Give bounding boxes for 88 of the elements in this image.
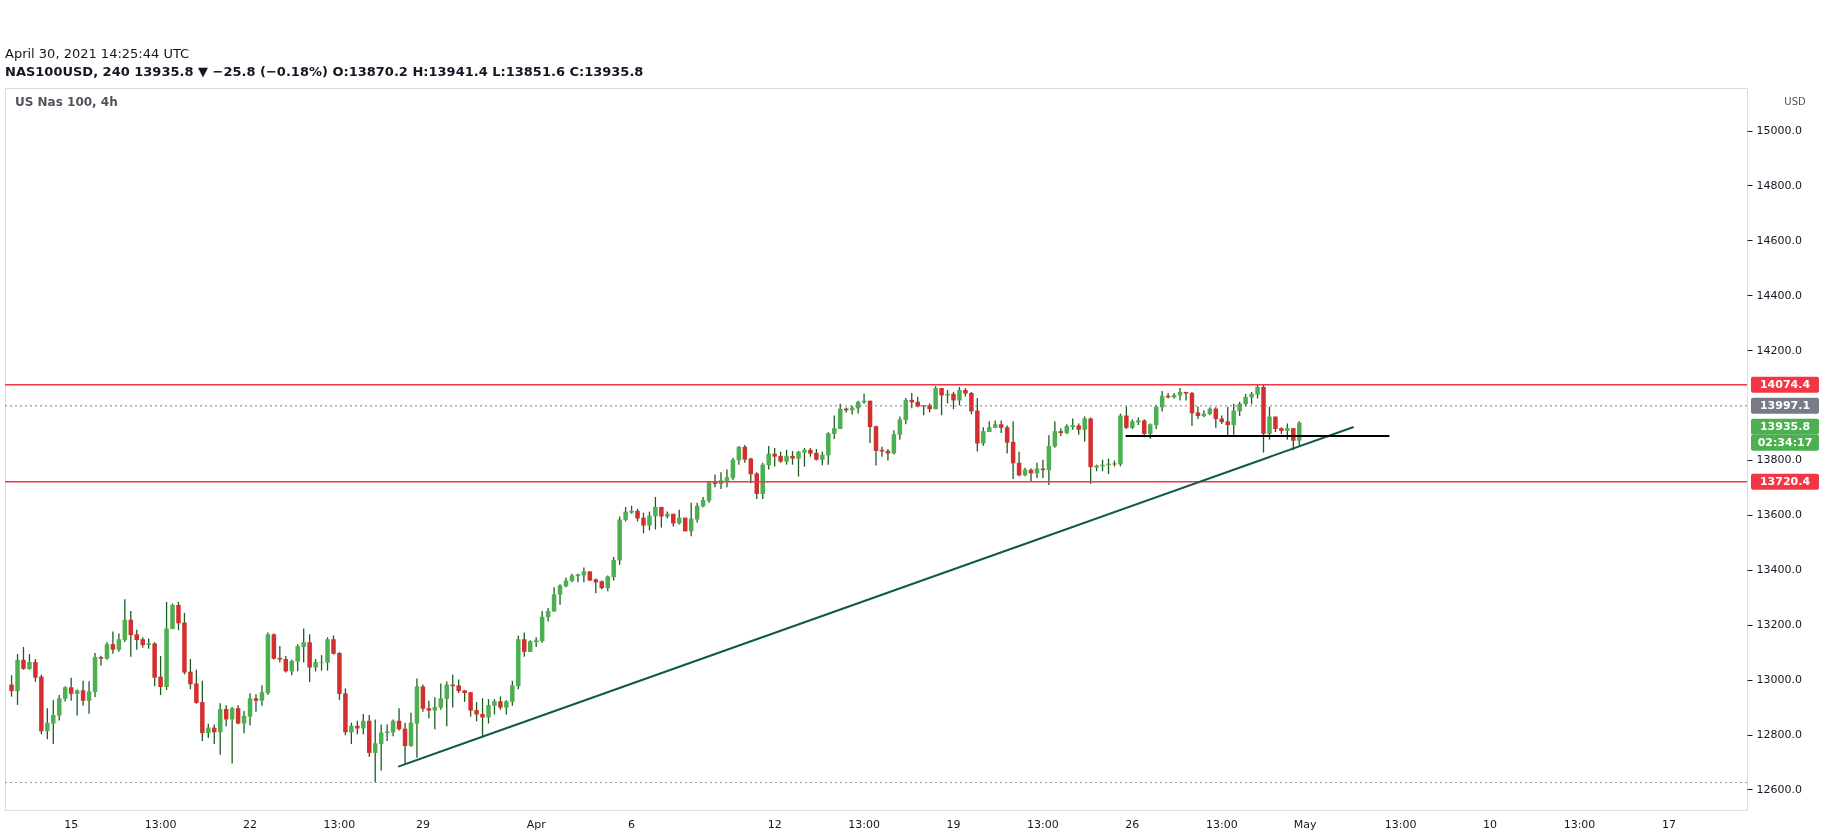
candlestick [74,688,80,717]
y-tick-label: 14400.0 [1756,288,1802,302]
candlestick [1040,459,1046,479]
candlestick [653,496,658,531]
x-tick-label: 13:00 [323,817,356,831]
candlestick [724,468,730,488]
candlestick [575,572,581,583]
candlestick [1004,424,1010,455]
candlestick [21,646,26,671]
candlestick [1297,420,1302,447]
y-tick-label: 13400.0 [1756,563,1802,577]
x-tick-label: 26 [1125,817,1140,831]
x-tick-label: 10 [1483,817,1498,831]
candlestick [1052,420,1058,449]
x-tick-label: 19 [946,817,961,831]
y-axis-title: USD [1784,96,1806,107]
candlestick [1082,415,1087,443]
candlestick [1124,405,1129,430]
x-tick-label: 22 [243,817,258,831]
candlestick [212,723,217,745]
text: 02:34:17 [1757,435,1813,449]
candlestick [259,684,265,707]
y-tick-label: 13000.0 [1756,673,1802,687]
x-tick-label: 13:00 [848,817,880,831]
x-tick-label: 17 [1661,817,1676,831]
candlestick [581,566,587,583]
candlestick [80,680,86,707]
candlestick [420,683,426,713]
candlestick [241,710,247,734]
candlestick [247,692,253,727]
candlestick [68,677,74,702]
text: NAS100USD, 240 13935.8 ▼ −25.8 (−0.18%) O:13870.2 H:13941.4 L:13851.6 C:13935.8 [5,64,644,79]
candlestick [372,718,378,784]
x-tick-label: 6 [628,817,636,831]
x-tick-label: Apr [526,817,547,831]
candlestick [361,713,366,735]
x-tick-label: 29 [415,817,430,831]
x-tick-label: 12 [767,817,782,831]
y-tick-label: 15000.0 [1756,124,1802,138]
candlestick [253,693,259,713]
text: US Nas 100, 4h [15,95,118,109]
candlestick [98,655,104,667]
x-tick-label: May [1293,817,1318,831]
candlestick [1195,405,1201,420]
y-tick-label: 14800.0 [1756,178,1802,192]
candlestick [384,723,390,742]
candlestick [480,697,485,738]
ref-line-label: 13720.4 [1759,474,1811,488]
y-tick-label: 13800.0 [1756,453,1802,467]
y-tick-label: 12600.0 [1756,782,1802,796]
candlestick [1231,403,1236,436]
y-tick-label: 14600.0 [1756,233,1802,247]
candlestick [110,630,116,655]
x-tick-label: 13:00 [1384,817,1417,831]
candlestick [647,510,652,531]
x-tick-label: 13:00 [1205,817,1238,831]
ref-line-label: 14074.4 [1759,377,1811,391]
candlestick [551,586,557,613]
candlestick [432,696,438,730]
candlestick [1183,391,1189,402]
candlestick [766,445,771,471]
y-tick-label: 13200.0 [1756,618,1802,632]
candlestick [957,386,962,406]
candlestick [438,682,444,711]
candlestick [9,674,14,698]
candlestick [86,680,92,715]
text: April 30, 2021 14:25:44 UTC [5,46,190,61]
x-tick-label: 13:00 [1027,817,1059,831]
candlestick [116,632,122,653]
x-tick-label: 13:00 [144,817,177,831]
ref-line-label: 13997.1 [1759,398,1811,412]
y-tick-label: 13600.0 [1756,508,1802,522]
candlestick [939,387,944,416]
candlestick [1034,462,1040,479]
candlestick [641,512,646,534]
candlestick [557,583,563,606]
candlestick [688,502,694,537]
candlestick [522,631,527,658]
text: 13935.8 [1759,419,1811,433]
y-tick-label: 12800.0 [1756,728,1802,742]
y-tick-label: 14200.0 [1756,343,1802,357]
candlestick [426,700,432,720]
candlestick [1267,406,1272,441]
candlestick [897,415,903,441]
candlestick [694,502,700,524]
candlestick [349,722,354,745]
x-tick-label: 13:00 [1563,817,1596,831]
x-tick-label: 15 [64,817,79,831]
